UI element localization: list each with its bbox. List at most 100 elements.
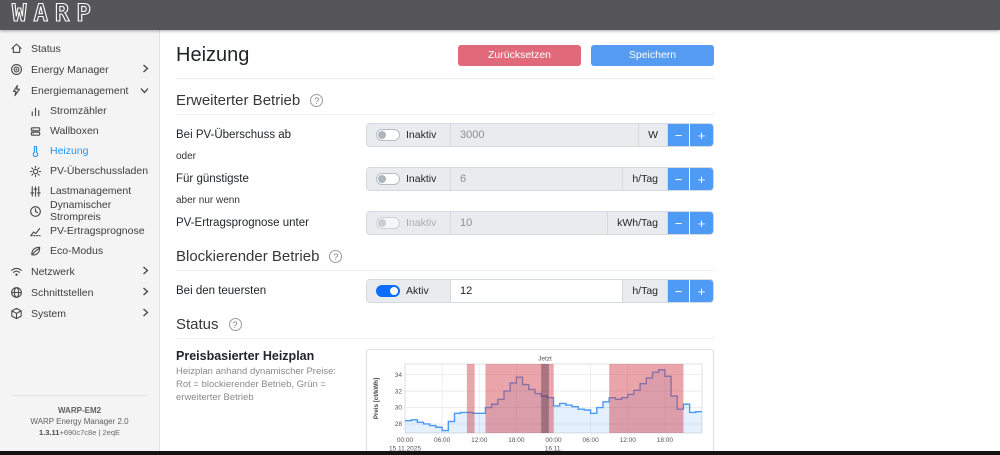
form-row-guenstigste: Für günstigste Inaktiv h/Tag − +	[176, 167, 714, 191]
connector-text: aber nur wenn	[176, 195, 240, 206]
sidebar-item-dynamischer-strompreis[interactable]: Dynamischer Strompreis	[0, 199, 159, 223]
field-label: Für günstigste	[176, 173, 249, 185]
sidebar-item-system[interactable]: System	[0, 303, 159, 324]
sidebar-item-label: PV-Ertragsprognose	[50, 225, 145, 237]
chevron-right-icon	[142, 266, 149, 278]
toggle-switch[interactable]	[376, 285, 400, 297]
save-button[interactable]: Speichern	[591, 44, 714, 66]
svg-text:30: 30	[395, 405, 403, 412]
minus-icon[interactable]: −	[667, 212, 690, 234]
guenstigste-input[interactable]	[451, 168, 623, 190]
leaf-icon	[28, 244, 42, 258]
unit-label: h/Tag	[622, 280, 667, 302]
chevron-right-icon	[142, 64, 149, 76]
cube-icon	[9, 307, 23, 321]
bolt-icon	[9, 84, 23, 98]
svg-text:34: 34	[395, 372, 403, 379]
connector-text: oder	[176, 151, 197, 162]
sidebar-item-pv-ueberschussladen[interactable]: PV-Überschussladen	[0, 161, 159, 181]
heizplan-description: Heizplan anhand dynamischer Preise: Rot …	[176, 366, 337, 403]
form-row-teuersten: Bei den teuersten Aktiv h/Tag − +	[176, 279, 714, 303]
sidebar-item-energiemanagement[interactable]: Energiemanagement	[0, 80, 159, 101]
plus-icon[interactable]: +	[690, 280, 713, 302]
footer-divider	[12, 395, 147, 396]
sidebar-item-netzwerk[interactable]: Netzwerk	[0, 261, 159, 282]
field-label: Bei den teuersten	[176, 285, 267, 297]
sidebar-item-label: Dynamischer Strompreis	[50, 199, 112, 223]
toggle-state-label: Inaktiv	[406, 129, 437, 141]
home-icon	[9, 42, 23, 56]
sidebar-item-label: Lastmanagement	[50, 185, 132, 197]
sidebar-item-pv-ertragsprognose[interactable]: PV-Ertragsprognose	[0, 221, 159, 241]
minus-icon[interactable]: −	[667, 280, 690, 302]
field-label: Bei PV-Überschuss ab	[176, 129, 292, 141]
toggle-segment: Inaktiv	[367, 124, 451, 146]
unit-label: kWh/Tag	[607, 212, 667, 234]
sidebar-item-heizung[interactable]: Heizung	[0, 141, 159, 161]
toggle-state-label: Inaktiv	[406, 217, 437, 229]
teuersten-input[interactable]	[451, 280, 623, 302]
reset-button[interactable]: Zurücksetzen	[458, 44, 581, 66]
sun-icon	[28, 164, 42, 178]
toggle-switch[interactable]	[376, 173, 400, 185]
sidebar-item-energy-manager[interactable]: Energy Manager	[0, 59, 159, 80]
warp-logo: WARP	[10, 0, 140, 30]
toggle-switch[interactable]	[376, 217, 400, 229]
form-row-ertragsprognose: PV-Ertragsprognose unter Inaktiv kWh/Tag…	[176, 211, 714, 235]
section-divider	[176, 270, 714, 271]
toggle-knob	[378, 175, 386, 183]
svg-text:18:00: 18:00	[508, 437, 525, 444]
sidebar-footer: WARP-EM2 WARP Energy Manager 2.0 1.3.11+…	[0, 385, 159, 451]
sidebar-item-label: System	[31, 307, 67, 320]
thermometer-icon	[28, 144, 42, 158]
pv-ueberschuss-input[interactable]	[451, 124, 639, 146]
clock-icon	[28, 204, 42, 218]
toggle-segment: Inaktiv	[367, 212, 451, 234]
svg-text:00:00: 00:00	[397, 437, 414, 444]
toggle-state-label: Aktiv	[406, 285, 429, 297]
globe-icon	[9, 286, 23, 300]
bar-chart-icon	[28, 104, 42, 118]
chevron-down-icon	[140, 85, 149, 97]
svg-text:18:00: 18:00	[657, 437, 674, 444]
sidebar-item-label: Schnittstellen	[31, 286, 94, 299]
energy-manager-icon	[9, 63, 23, 77]
svg-text:28: 28	[395, 421, 403, 428]
help-icon[interactable]: ?	[228, 318, 242, 331]
sidebar-item-wallboxen[interactable]: Wallboxen	[0, 121, 159, 141]
minus-icon[interactable]: −	[667, 124, 690, 146]
sidebar-item-stromzaehler[interactable]: Stromzähler	[0, 101, 159, 121]
ertragsprognose-input[interactable]	[451, 212, 608, 234]
wifi-icon	[9, 265, 23, 279]
heizplan-title: Preisbasierter Heizplan	[176, 349, 315, 363]
sidebar-item-lastmanagement[interactable]: Lastmanagement	[0, 181, 159, 201]
toggle-switch[interactable]	[376, 129, 400, 141]
help-icon[interactable]: ?	[329, 250, 343, 263]
sidebar-item-label: Stromzähler	[50, 105, 107, 117]
sidebar-item-status[interactable]: Status	[0, 38, 159, 59]
forecast-chart-icon	[28, 224, 42, 238]
sidebar-item-schnittstellen[interactable]: Schnittstellen	[0, 282, 159, 303]
product-name: WARP Energy Manager 2.0	[30, 417, 129, 426]
title-divider	[176, 78, 714, 79]
sidebar: Status Energy Manager Energiemanagement …	[0, 30, 160, 451]
sidebar-item-label: Wallboxen	[50, 125, 99, 137]
section-title-erweiterter-betrieb: Erweiterter Betrieb	[176, 92, 301, 109]
plus-icon[interactable]: +	[690, 212, 713, 234]
heizplan-chart: 28 30 32 34 00:00 15.11.2025 06:00 12:00 18:00 00…	[366, 349, 714, 455]
section-title-status: Status	[176, 316, 219, 333]
plus-icon[interactable]: +	[690, 168, 713, 190]
firmware-version: 1.3.11+690c7c8e | 2eqE	[39, 428, 120, 437]
minus-icon[interactable]: −	[667, 168, 690, 190]
svg-text:06:00: 06:00	[582, 437, 599, 444]
unit-label: W	[638, 124, 667, 146]
plus-icon[interactable]: +	[690, 124, 713, 146]
svg-text:12:00: 12:00	[471, 437, 488, 444]
sidebar-item-label: Netzwerk	[31, 265, 75, 278]
sidebar-item-label: Energy Manager	[31, 63, 109, 76]
help-icon[interactable]: ?	[310, 94, 324, 107]
sliders-icon	[28, 184, 42, 198]
svg-text:Preis [ct/kWh]: Preis [ct/kWh]	[373, 378, 380, 419]
sidebar-item-eco-modus[interactable]: Eco-Modus	[0, 241, 159, 261]
warp-logo-text: WARP	[12, 1, 98, 25]
